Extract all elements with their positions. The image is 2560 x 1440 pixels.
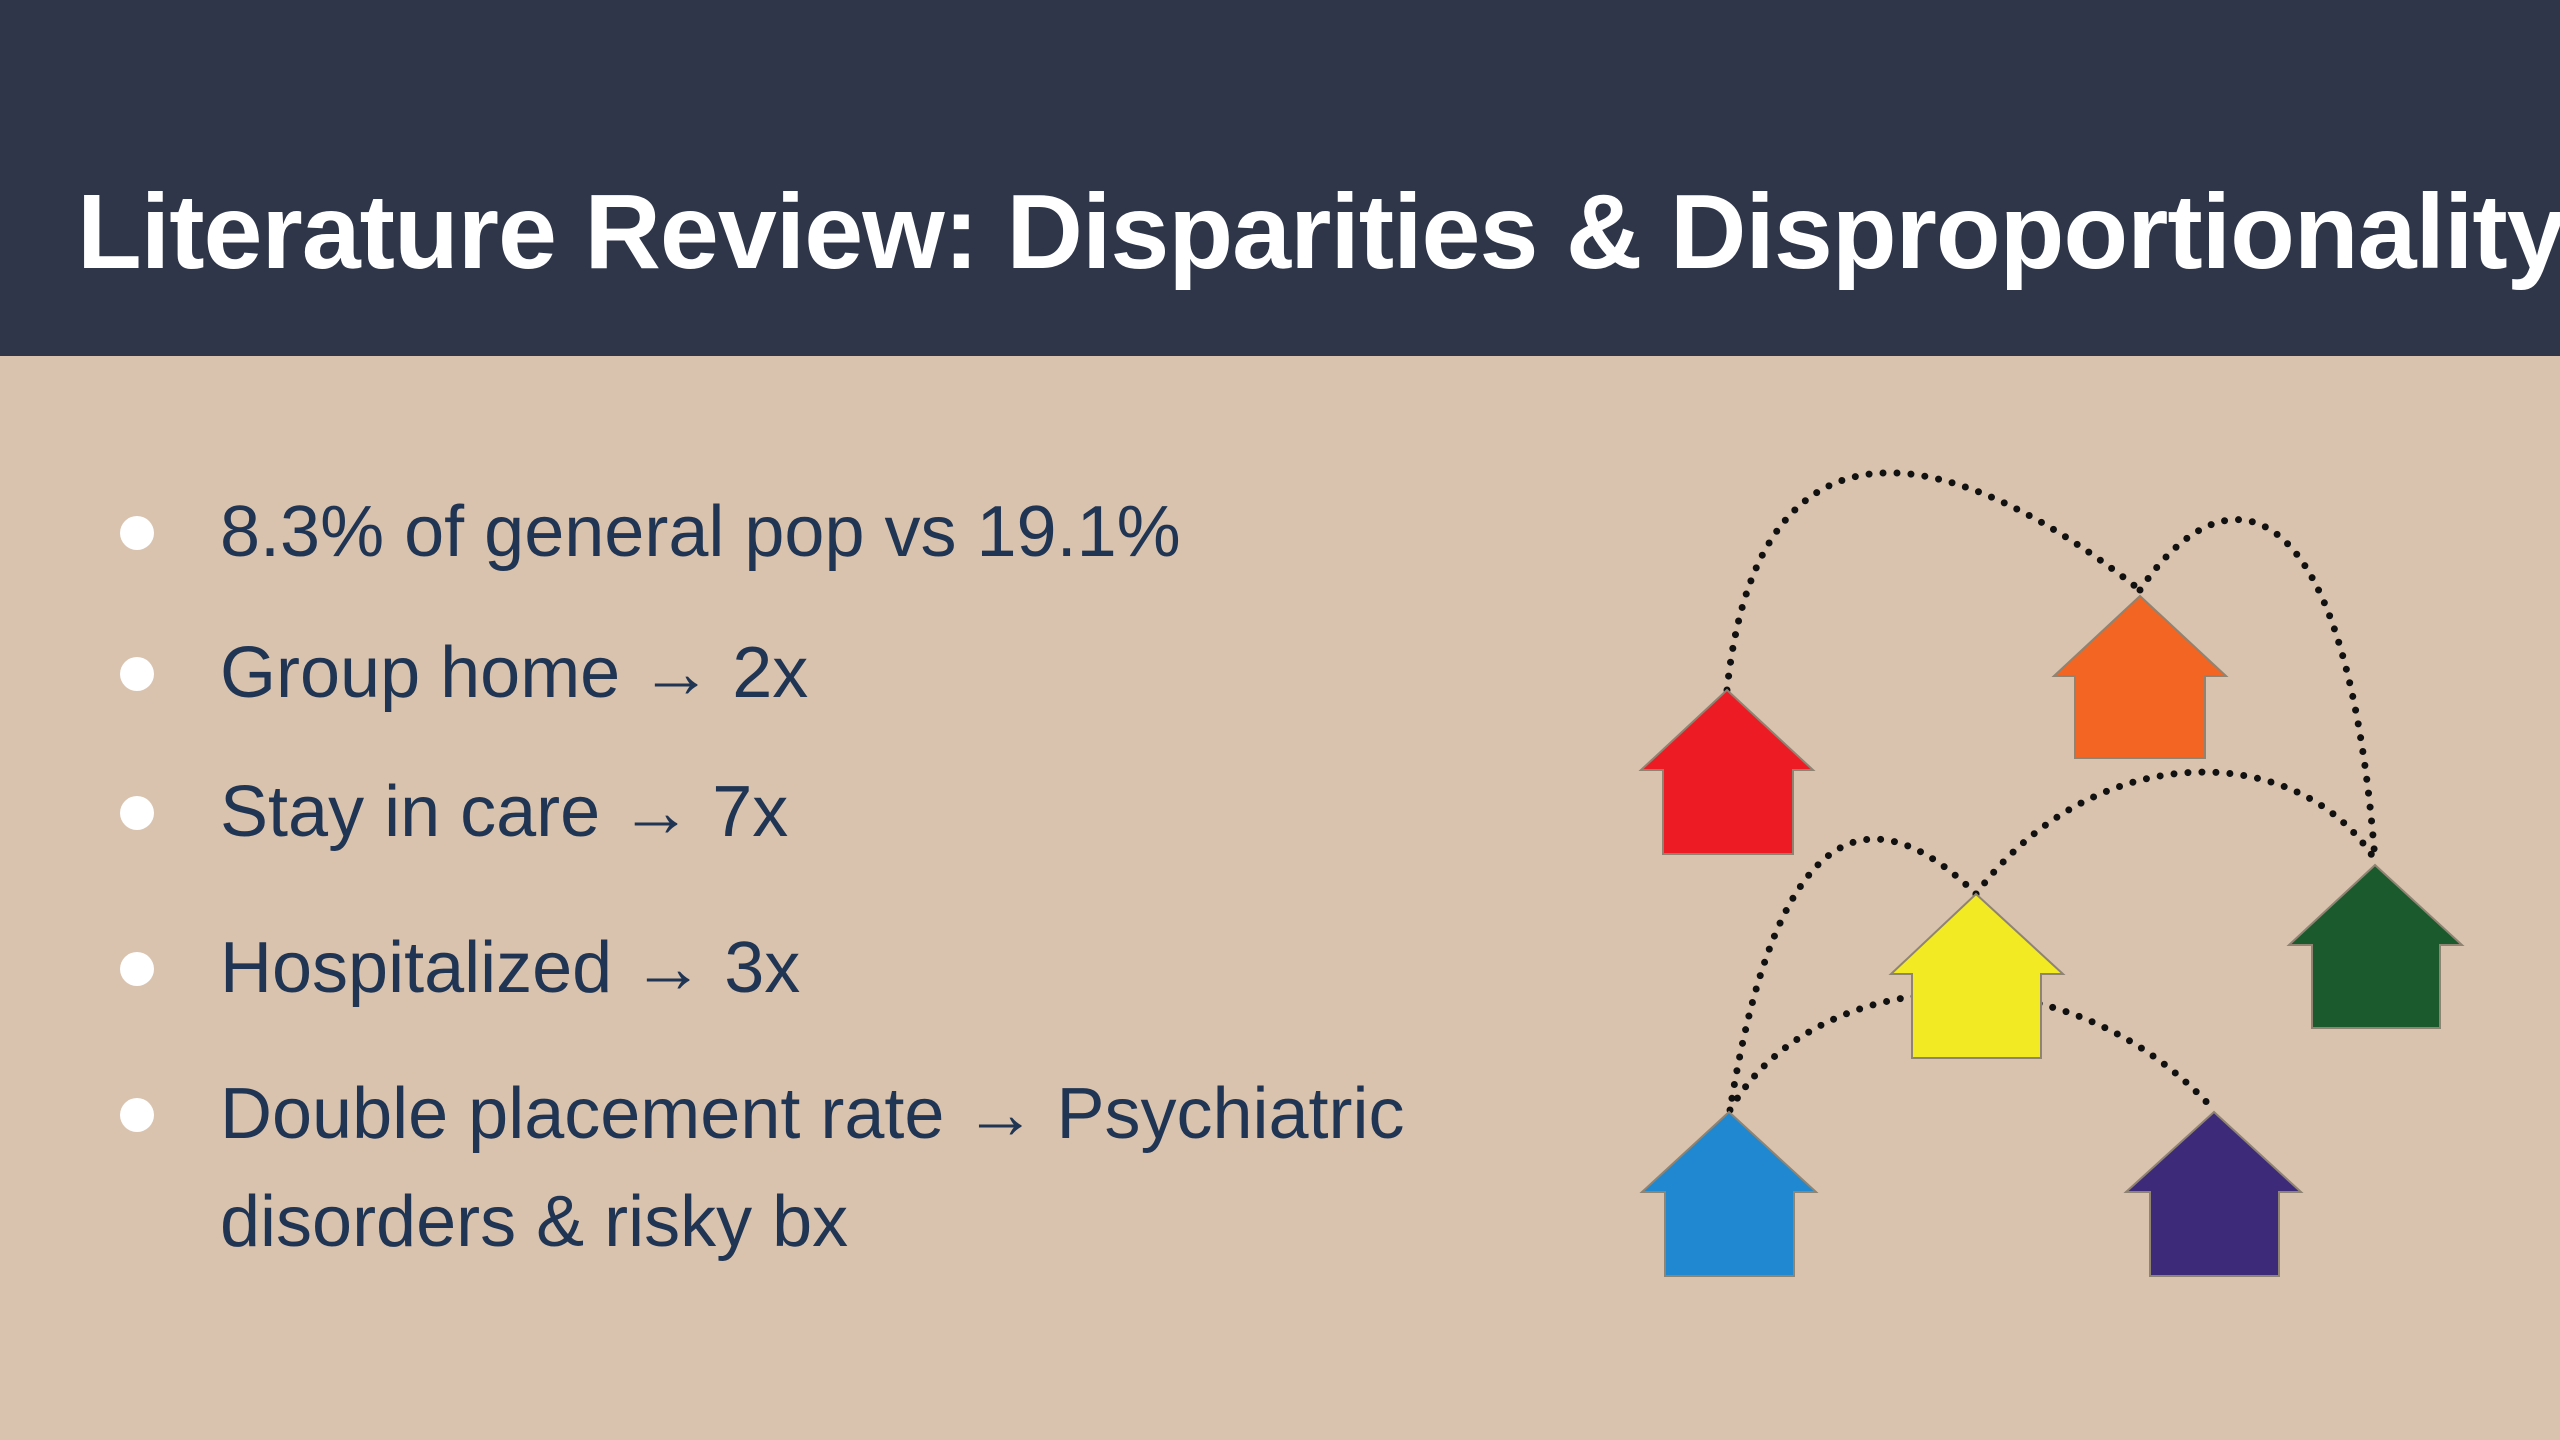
bullet-dot-icon	[120, 657, 154, 691]
dotted-connector	[1723, 469, 2144, 694]
bullet-dot-icon	[120, 796, 154, 830]
dotted-connector	[2136, 516, 2379, 864]
bullet-text: Group home → 2x	[220, 633, 809, 713]
dotted-connector	[1972, 768, 2379, 898]
bullet-text: 8.3% of general pop vs 19.1%	[220, 492, 1181, 572]
bullet-item: Stay in care → 7x	[120, 758, 789, 866]
house-icon	[1888, 892, 2066, 1059]
house-icon	[2051, 594, 2229, 759]
bullet-item: Group home → 2x	[120, 619, 809, 727]
bullet-dot-icon	[120, 952, 154, 986]
title-bar: Literature Review: Disparities & Disprop…	[0, 0, 2560, 356]
dotted-connector	[1726, 990, 2218, 1114]
bullet-dot-icon	[120, 1098, 154, 1132]
slide-title: Literature Review: Disparities & Disprop…	[77, 173, 2560, 291]
bullet-item: Hospitalized → 3x	[120, 914, 801, 1022]
house-icon	[2123, 1110, 2304, 1277]
dotted-connector	[1726, 835, 1980, 1114]
bullet-text: Hospitalized → 3x	[220, 928, 801, 1008]
bullet-item: 8.3% of general pop vs 19.1%	[120, 478, 1181, 586]
bullet-dot-icon	[120, 516, 154, 550]
house-icon	[1639, 1110, 1819, 1277]
house-icon	[1638, 688, 1816, 855]
house-icon	[2286, 863, 2465, 1029]
bullet-text-line-2: disorders & risky bx	[220, 1182, 849, 1262]
bullet-item: Double placement rate → Psychiatric diso…	[120, 1060, 1405, 1276]
bullet-text-line-1: Double placement rate → Psychiatric	[220, 1074, 1405, 1154]
bullet-text: Stay in care → 7x	[220, 772, 789, 852]
